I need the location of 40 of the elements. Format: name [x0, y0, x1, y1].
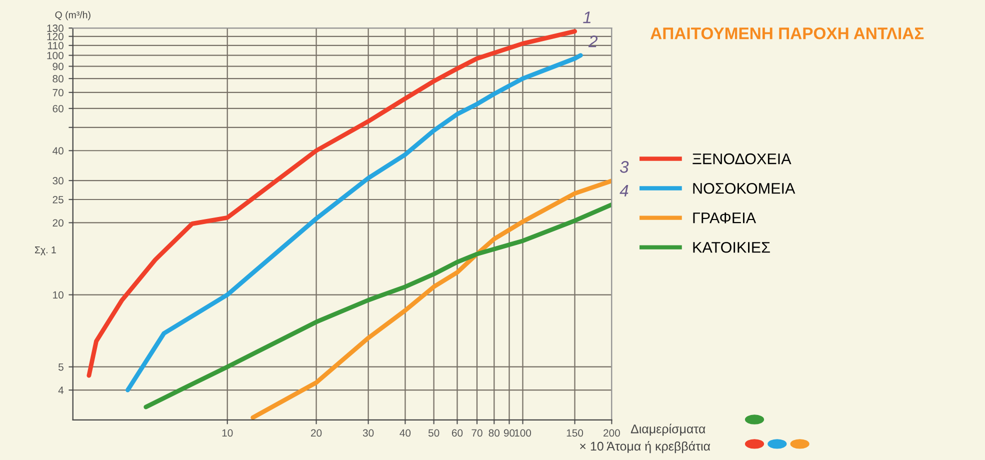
x-tick-label: 200 — [604, 429, 620, 437]
legend-label: ΝΟΣΟΚΟΜΕΙΑ — [693, 182, 796, 194]
annotation: 3 — [620, 161, 629, 173]
y-tick-label: 110 — [48, 42, 64, 50]
annotation: 1 — [583, 12, 591, 24]
y-tick-label: 90 — [52, 62, 64, 70]
text: ΑΠΑΙΤΟΥΜΕΝΗ ΠΑΡΟΧΗ ΑΝΤΛΙΑΣ — [650, 27, 924, 40]
legend-label: ΞΕΝΟΔΟΧΕΙΑ — [692, 153, 792, 164]
y-tick-label: 100 — [47, 52, 64, 60]
y-tick-label: 80 — [52, 75, 64, 82]
y-tick-label: 120 — [47, 32, 64, 40]
text: × 10 Άτομα ή κρεββάτια — [580, 441, 710, 454]
y-tick-label: 5 — [58, 363, 64, 371]
y-tick-label: 25 — [52, 196, 64, 204]
annotation: 4 — [620, 184, 628, 196]
x-tick-label: 60 — [452, 429, 463, 437]
legend-label: ΚΑΤΟΙΚΙΕΣ — [693, 242, 770, 253]
text: Σχ. 1 — [34, 246, 56, 256]
x-tick-label: 90 — [504, 429, 515, 437]
y-tick-label: 130 — [47, 24, 64, 32]
x-tick-label: 30 — [362, 429, 374, 437]
x-axis-title: Διαμερίσματα — [630, 424, 706, 436]
y-tick-label: 60 — [52, 104, 64, 112]
x-tick-label: 80 — [488, 429, 500, 437]
y-tick-label: 30 — [52, 177, 64, 184]
x-tick-label: 20 — [311, 429, 322, 437]
annotation: 2 — [588, 36, 598, 48]
y-tick-label: 20 — [52, 219, 64, 227]
y-tick-label: 40 — [52, 147, 64, 154]
x-tick-label: 70 — [472, 429, 482, 437]
x-tick-label: 40 — [400, 429, 411, 437]
x-tick-label: 100 — [514, 429, 532, 437]
y-tick-label: 10 — [53, 291, 64, 299]
x-tick-label: 150 — [566, 429, 584, 437]
y-tick-label: 4 — [58, 386, 64, 394]
x-tick-label: 50 — [428, 429, 440, 437]
y-axis-title: Q (m³/h) — [55, 11, 90, 20]
x-tick-label: 10 — [222, 429, 233, 437]
legend-label: ΓΡΑΦΕΙΑ — [693, 212, 756, 224]
y-tick-label: 70 — [52, 88, 64, 96]
